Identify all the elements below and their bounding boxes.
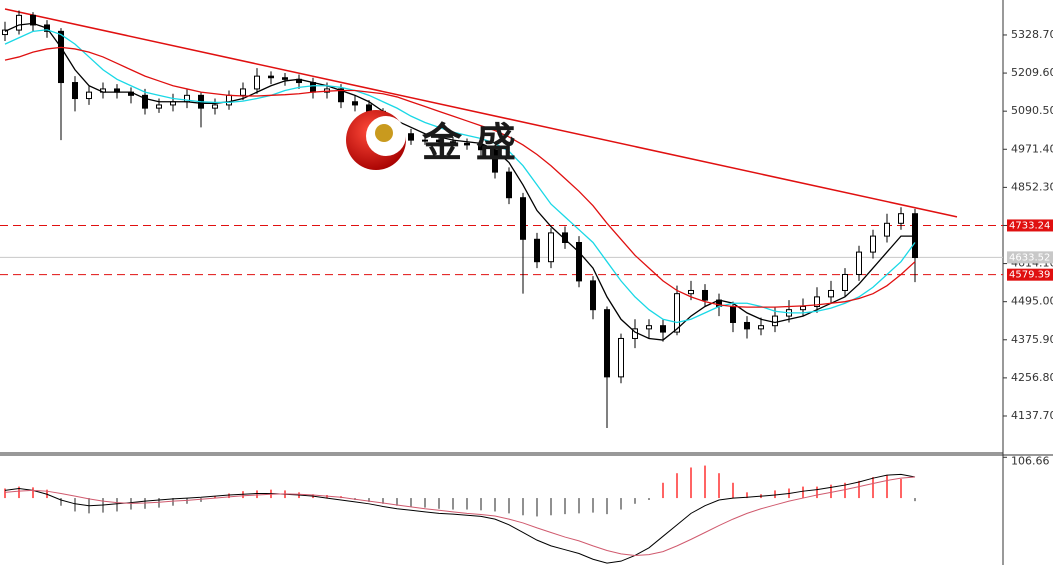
logo (346, 110, 406, 170)
candle-body (618, 337, 624, 378)
candle-body (534, 238, 540, 263)
candle-body (16, 14, 22, 31)
candle-body (352, 101, 358, 106)
watermark: 金 盛 (421, 120, 516, 166)
moving-average (4, 29, 916, 324)
candle-body (884, 222, 890, 237)
y-tick-label: 4495.00 (1011, 295, 1053, 308)
candle-body (842, 273, 848, 291)
candle-body (520, 197, 526, 240)
candle-body (688, 289, 694, 295)
moving-average (4, 22, 915, 341)
y-tick-label: 106.66 (1011, 454, 1050, 467)
candle-body (646, 325, 652, 330)
candle-body (478, 144, 484, 151)
y-tick-label: 5090.50 (1011, 104, 1053, 117)
candle-body (408, 133, 414, 141)
candle-body (772, 315, 778, 327)
candle-body (856, 251, 862, 275)
y-tick-label: 5209.60 (1011, 66, 1053, 79)
candle-body (758, 325, 764, 330)
candle-body (464, 142, 470, 146)
candle-body (58, 30, 64, 84)
candle-body (212, 104, 218, 109)
y-tick-label: 4971.40 (1011, 142, 1053, 155)
candle-body (86, 91, 92, 100)
candle-body (730, 305, 736, 323)
y-tick-label: 4137.70 (1011, 409, 1053, 422)
candle-body (898, 213, 904, 224)
macd-line (4, 476, 916, 556)
candle-body (254, 75, 260, 90)
candle-body (576, 241, 582, 282)
candle-body (72, 82, 78, 100)
macd-line (4, 473, 916, 564)
y-tick-label: 4852.30 (1011, 180, 1053, 193)
candle-body (800, 305, 806, 311)
price-level-label: 4579.39 (1009, 270, 1050, 281)
candle-body (240, 88, 246, 96)
candle-body (702, 289, 708, 301)
candle-body (870, 235, 876, 253)
candle-body (268, 75, 274, 79)
y-tick-label: 5328.70 (1011, 28, 1053, 41)
candle-body (450, 141, 456, 144)
candle-body (604, 309, 610, 378)
candle-body (226, 94, 232, 106)
candle-body (744, 321, 750, 330)
candle-body (436, 139, 442, 143)
candle-body (590, 280, 596, 311)
candle-body (814, 296, 820, 307)
candle-body (30, 14, 36, 26)
price-level-box (1007, 219, 1053, 232)
candle-body (674, 293, 680, 333)
candle-body (828, 289, 834, 298)
moving-average (4, 46, 916, 308)
candle-body (366, 104, 372, 112)
candle-body (422, 139, 428, 142)
y-tick-label: 4256.80 (1011, 371, 1053, 384)
candle-body (142, 94, 148, 109)
candle-body (2, 29, 8, 36)
candle-body (548, 232, 554, 263)
price-level-box (1007, 268, 1053, 281)
candle-body (156, 104, 162, 109)
trendline (4, 8, 958, 218)
price-level-label: 4733.24 (1009, 220, 1050, 231)
y-tick-label: 4375.90 (1011, 333, 1053, 346)
candle-body (282, 77, 288, 80)
candle-body (310, 82, 316, 93)
candle-body (660, 325, 666, 333)
candle-body (506, 171, 512, 199)
price-level-box (1007, 251, 1053, 264)
price-level-label: 4633.52 (1009, 252, 1050, 263)
candle-body (338, 88, 344, 103)
